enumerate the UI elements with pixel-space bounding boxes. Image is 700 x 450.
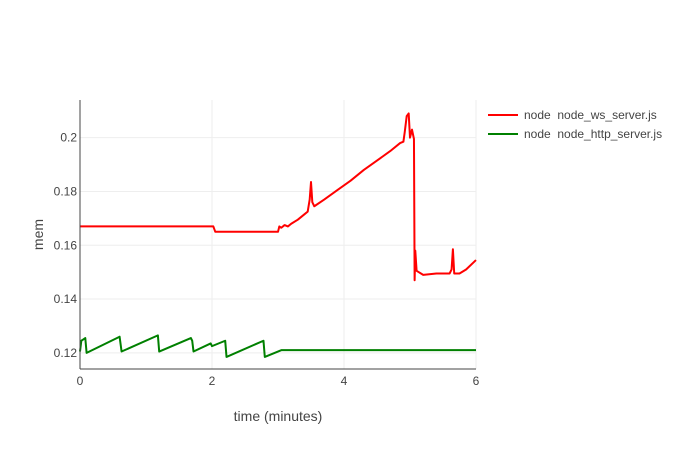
x-axis-title: time (minutes) xyxy=(234,408,323,424)
series-line-2[interactable] xyxy=(79,334,476,358)
y-tick-label: 0.16 xyxy=(54,238,78,252)
legend-item-2[interactable]: node node_http_server.js xyxy=(488,127,662,141)
x-tick-label: 0 xyxy=(77,374,84,388)
x-tick-label: 4 xyxy=(341,374,348,388)
y-tick-label: 0.18 xyxy=(54,184,78,198)
y-tick-label: 0.14 xyxy=(54,292,78,306)
legend-label: node node_ws_server.js xyxy=(524,108,657,122)
y-tick-label: 0.2 xyxy=(60,131,77,145)
plot-area[interactable] xyxy=(79,112,477,358)
x-tick-label: 6 xyxy=(473,374,480,388)
y-tick-labels: 0.12 0.14 0.16 0.18 0.2 xyxy=(54,131,78,360)
axes xyxy=(79,100,476,370)
x-tick-labels: 0 2 4 6 xyxy=(77,374,480,388)
legend-label: node node_http_server.js xyxy=(524,127,662,141)
legend-item-1[interactable]: node node_ws_server.js xyxy=(488,108,657,122)
y-tick-label: 0.12 xyxy=(54,346,78,360)
x-tick-label: 2 xyxy=(209,374,216,388)
series-line-1[interactable] xyxy=(80,112,477,282)
y-axis-title: mem xyxy=(30,219,46,250)
grid-lines xyxy=(80,100,477,369)
